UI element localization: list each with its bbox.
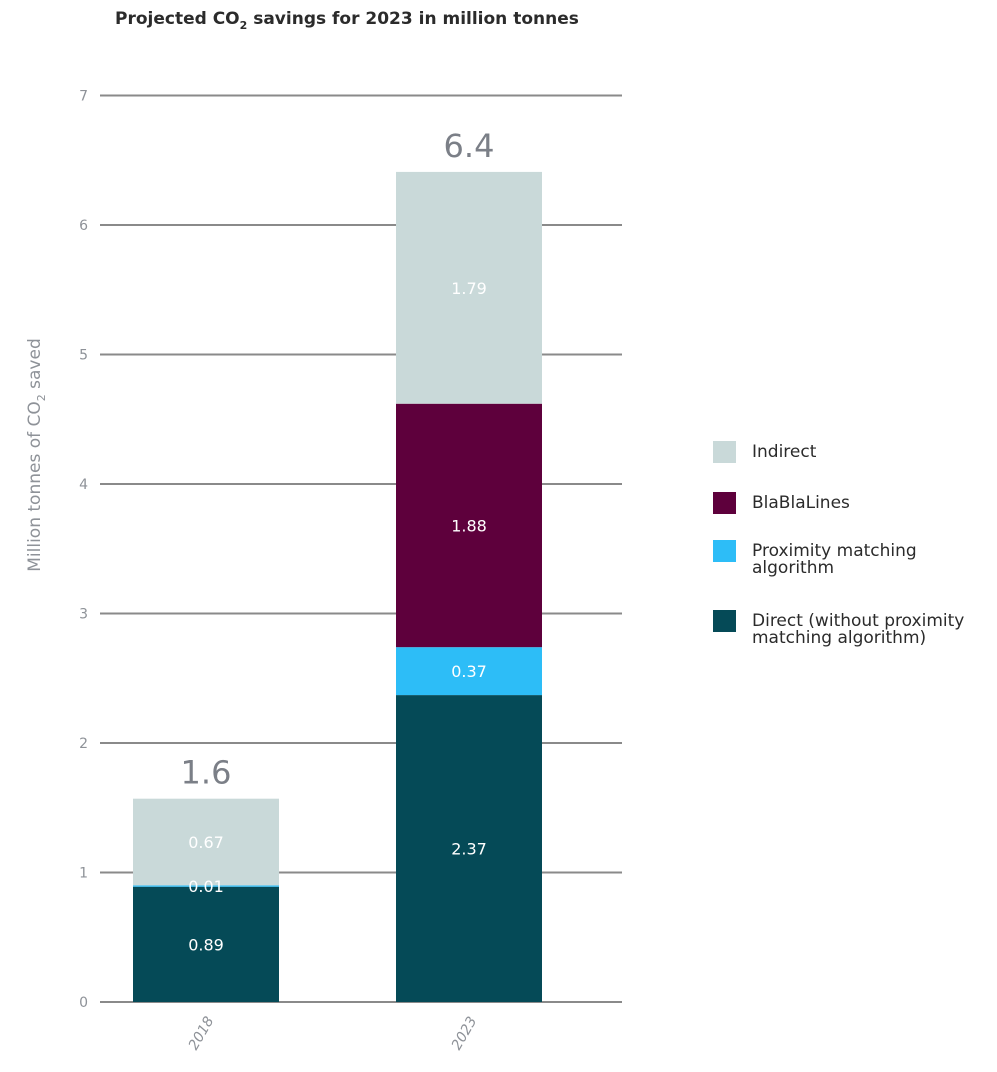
legend-swatch bbox=[713, 540, 736, 562]
y-tick-label: 5 bbox=[79, 348, 88, 364]
y-tick-label: 3 bbox=[79, 607, 88, 623]
x-tick-label: 2018 bbox=[186, 1014, 218, 1053]
y-axis-label: Million tonnes of CO2 saved bbox=[25, 338, 48, 572]
legend-item: Indirect bbox=[713, 441, 817, 463]
x-axis-ticks: 2018 2023 bbox=[186, 1014, 481, 1053]
segment-value-label: 2.37 bbox=[451, 840, 487, 859]
legend: Indirect BlaBlaLines Proximity matchingalg… bbox=[713, 441, 964, 648]
segment-value-label: 0.37 bbox=[451, 662, 487, 681]
bar-segment bbox=[396, 647, 542, 696]
segment-value-label: 0.67 bbox=[188, 833, 224, 852]
legend-swatch bbox=[713, 492, 736, 514]
segment-value-label: 0.01 bbox=[188, 877, 224, 896]
bar-group-2018: 0.89 0.01 0.67 1.6 bbox=[133, 754, 279, 1002]
bar-segment bbox=[133, 798, 279, 886]
legend-swatch bbox=[713, 610, 736, 632]
bar-segment bbox=[396, 695, 542, 1002]
bar-segment bbox=[396, 171, 542, 404]
y-tick-label: 2 bbox=[79, 736, 88, 752]
bar-group-2023: 2.37 0.37 1.88 1.79 6.4 bbox=[396, 127, 542, 1002]
bar-segment bbox=[133, 886, 279, 1002]
y-tick-label: 1 bbox=[79, 866, 88, 882]
legend-label: Indirect bbox=[752, 442, 817, 462]
bar-segment bbox=[133, 885, 279, 887]
x-tick-label: 2023 bbox=[449, 1014, 481, 1053]
legend-label: Direct (without proximity bbox=[752, 611, 964, 631]
legend-label: matching algorithm) bbox=[752, 628, 926, 648]
segment-value-label: 0.89 bbox=[188, 935, 224, 954]
segment-value-label: 1.88 bbox=[451, 516, 487, 535]
legend-swatch bbox=[713, 441, 736, 463]
segment-value-label: 1.79 bbox=[451, 279, 487, 298]
y-axis-ticks: 0 1 2 3 4 5 6 7 bbox=[79, 89, 88, 1012]
bar-total-label: 6.4 bbox=[444, 127, 495, 165]
y-tick-label: 0 bbox=[79, 995, 88, 1011]
legend-item: BlaBlaLines bbox=[713, 492, 850, 514]
y-tick-label: 4 bbox=[79, 477, 88, 493]
bar-segment bbox=[396, 403, 542, 648]
legend-label: Proximity matching bbox=[752, 541, 917, 561]
bars: 0.89 0.01 0.67 1.6 2.37 0.37 1.88 1.79 6.4 bbox=[133, 127, 542, 1002]
legend-label: algorithm bbox=[752, 558, 834, 578]
y-tick-label: 6 bbox=[79, 218, 88, 234]
legend-label: BlaBlaLines bbox=[752, 493, 850, 513]
y-tick-label: 7 bbox=[79, 89, 88, 105]
bar-total-label: 1.6 bbox=[181, 754, 232, 792]
chart-title: Projected CO2 savings for 2023 in millio… bbox=[115, 9, 579, 32]
